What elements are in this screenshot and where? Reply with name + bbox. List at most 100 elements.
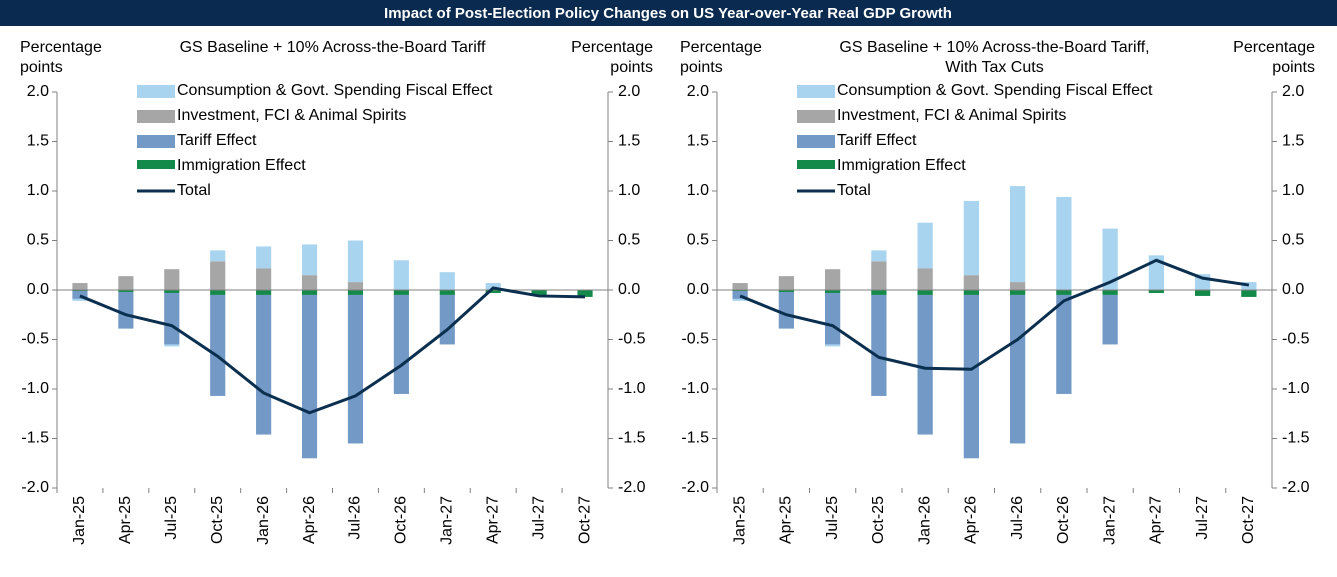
yticks-label: 2.0	[27, 83, 49, 100]
yticks-label: 2.0	[687, 83, 709, 100]
bar	[871, 290, 887, 295]
legend-swatch	[797, 85, 835, 98]
bar	[917, 222, 933, 269]
bar	[164, 344, 180, 347]
bar	[1102, 228, 1118, 290]
bar	[301, 244, 318, 276]
x-tick-label: Jan-27	[439, 496, 456, 545]
bar	[917, 294, 933, 435]
bar	[301, 275, 318, 290]
x-tick-label: Jul-26	[1009, 496, 1026, 540]
y2-axis-label: points	[610, 59, 653, 76]
bar	[1056, 294, 1072, 394]
legend-label: Consumption & Govt. Spending Fiscal Effe…	[177, 82, 493, 99]
bar	[1241, 282, 1257, 290]
bar	[824, 344, 841, 347]
x-tick-label: Oct-27	[576, 496, 593, 544]
bar	[164, 269, 180, 290]
x-tick-label: Jan-26	[255, 496, 272, 545]
x-tick-label: Jan-25	[731, 496, 748, 545]
legend-label: Total	[837, 182, 871, 199]
x-tick-label: Oct-27	[1240, 496, 1257, 544]
y2ticks-label: 0.0	[618, 281, 640, 298]
y2ticks-label: 2.0	[618, 83, 640, 100]
bar	[963, 200, 980, 276]
x-tick-label: Jul-27	[1194, 496, 1211, 540]
legend-label: Immigration Effect	[837, 157, 966, 174]
header-bar	[0, 0, 1337, 26]
bar	[210, 250, 226, 262]
bar	[778, 291, 795, 329]
bar	[256, 294, 272, 435]
bar	[72, 298, 88, 301]
y2-axis-label: Percentage	[1233, 39, 1315, 56]
y2ticks-label: -0.5	[618, 331, 646, 348]
legend-swatch	[137, 135, 175, 148]
yticks-label: 0.0	[687, 281, 709, 298]
bar	[256, 246, 272, 269]
yticks-label: -1.0	[681, 380, 709, 397]
bar	[1241, 290, 1257, 297]
bar	[871, 250, 887, 262]
bar	[1009, 186, 1026, 283]
bar	[72, 290, 88, 299]
legend-label: Consumption & Govt. Spending Fiscal Effe…	[837, 82, 1153, 99]
x-tick-label: Apr-27	[484, 496, 501, 544]
bar	[301, 294, 318, 459]
yticks-label: 1.5	[687, 133, 709, 150]
y2ticks-label: 2.0	[1282, 83, 1304, 100]
y2ticks-label: -1.5	[618, 430, 646, 447]
x-tick-label: Jan-25	[71, 496, 88, 545]
y2ticks-label: 0.5	[618, 232, 640, 249]
y2ticks-label: -2.0	[618, 479, 646, 496]
bar	[164, 292, 180, 345]
page-title: Impact of Post-Election Policy Changes o…	[384, 5, 952, 22]
bar	[1056, 196, 1072, 290]
bar	[531, 290, 547, 296]
bar	[1009, 294, 1026, 444]
bar	[393, 294, 409, 394]
bar	[1148, 255, 1165, 290]
chart-title: GS Baseline + 10% Across-the-Board Tarif…	[180, 39, 486, 56]
bar	[824, 269, 841, 290]
yticks-label: 0.5	[687, 232, 709, 249]
yticks-label: -1.5	[21, 430, 49, 447]
x-tick-label: Apr-27	[1148, 496, 1165, 544]
bar	[439, 294, 455, 345]
bar	[963, 275, 980, 290]
y2ticks-label: 1.5	[618, 133, 640, 150]
bar	[824, 290, 841, 293]
x-tick-label: Oct-26	[1055, 496, 1072, 544]
y-axis-label: Percentage	[680, 39, 762, 56]
x-tick-label: Apr-25	[117, 496, 134, 544]
yticks-label: -2.0	[21, 479, 49, 496]
bar	[871, 261, 887, 290]
y2-axis-label: Percentage	[571, 39, 653, 56]
x-tick-label: Jan-27	[1101, 496, 1118, 545]
bar	[1194, 290, 1211, 296]
bar	[72, 283, 88, 290]
bar	[871, 294, 887, 396]
bar	[732, 283, 748, 290]
legend-label: Tariff Effect	[177, 132, 257, 149]
bar	[1102, 290, 1118, 295]
bar	[963, 294, 980, 459]
bar	[485, 290, 501, 293]
bar	[1102, 294, 1118, 345]
y-axis-label: Percentage	[20, 39, 102, 56]
bar	[393, 260, 409, 290]
bar	[118, 276, 134, 290]
y2ticks-label: 1.5	[1282, 133, 1304, 150]
legend-swatch	[797, 110, 835, 123]
legend-swatch	[137, 85, 175, 98]
legend-label: Total	[177, 182, 211, 199]
bar	[347, 282, 364, 290]
legend-swatch	[797, 160, 835, 169]
yticks-label: 0.0	[27, 281, 49, 298]
yticks-label: -2.0	[681, 479, 709, 496]
total-line	[79, 286, 586, 415]
x-tick-label: Jul-25	[163, 496, 180, 540]
bar	[1148, 290, 1165, 293]
x-tick-label: Jul-26	[347, 496, 364, 540]
y2ticks-label: 1.0	[618, 182, 640, 199]
